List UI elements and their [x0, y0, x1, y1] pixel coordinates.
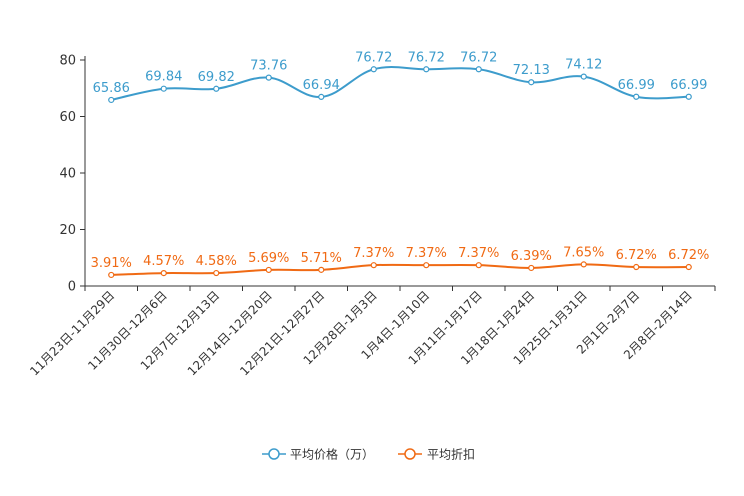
y-tick-label: 20 — [59, 223, 76, 238]
data-point — [423, 66, 430, 73]
data-point — [580, 261, 587, 268]
data-point — [475, 66, 482, 73]
data-label: 66.99 — [618, 78, 655, 93]
data-point — [528, 264, 535, 272]
data-label: 7.37% — [353, 246, 394, 261]
data-point — [633, 263, 640, 271]
data-point — [318, 93, 325, 100]
data-point — [265, 266, 272, 274]
y-tick-label: 40 — [59, 167, 76, 182]
data-label: 7.37% — [406, 246, 447, 261]
data-label: 69.82 — [198, 70, 235, 85]
data-label: 7.37% — [458, 246, 499, 261]
data-label: 73.76 — [250, 59, 287, 74]
data-point — [528, 79, 535, 86]
data-point — [213, 269, 220, 277]
data-point — [265, 74, 272, 81]
data-label: 65.86 — [93, 81, 130, 96]
data-point — [160, 269, 167, 277]
series-1: 65.86 69.84 69.82 73.76 66.94 76.72 76.72 76.72… — [93, 50, 707, 104]
data-label: 4.58% — [196, 254, 237, 269]
data-label: 72.13 — [513, 63, 550, 78]
legend[interactable]: 平均价格（万） 平均折扣 — [262, 447, 475, 462]
data-point — [160, 85, 167, 92]
y-tick-label: 80 — [59, 54, 76, 69]
data-label: 6.72% — [668, 248, 709, 263]
data-point — [685, 93, 692, 100]
data-label: 66.94 — [303, 78, 340, 93]
data-label: 69.84 — [145, 70, 182, 85]
y-tick-labels: 0 20 40 60 80 — [59, 54, 76, 295]
data-label: 6.39% — [511, 249, 552, 264]
series-2: 3.91% 4.57% 4.58% 5.69% 5.71% 7.37% 7.37% 7.37%… — [91, 245, 709, 279]
series-line — [111, 66, 689, 101]
data-point — [370, 66, 377, 73]
data-point — [685, 263, 692, 271]
data-point — [423, 262, 430, 269]
data-point — [370, 262, 377, 269]
y-tick-label: 60 — [59, 110, 76, 125]
data-label: 4.57% — [143, 254, 184, 269]
data-label: 76.72 — [408, 50, 445, 65]
data-label: 5.71% — [301, 251, 342, 266]
y-tick-label: 0 — [68, 280, 76, 295]
data-point — [580, 73, 587, 80]
data-point — [475, 262, 482, 269]
data-label: 76.72 — [460, 50, 497, 65]
data-label: 76.72 — [355, 50, 392, 65]
data-label: 74.12 — [565, 58, 602, 73]
data-label: 5.69% — [248, 251, 289, 266]
data-point — [213, 85, 220, 92]
data-label: 6.72% — [616, 248, 657, 263]
data-point — [108, 271, 115, 279]
data-label: 7.65% — [563, 245, 604, 260]
series-group: 65.86 69.84 69.82 73.76 66.94 76.72 76.72 76.72… — [91, 50, 709, 279]
data-point — [108, 96, 115, 104]
series-line — [111, 263, 689, 276]
legend-label: 平均折扣 — [427, 447, 475, 462]
data-point — [318, 266, 325, 273]
legend-item-1[interactable]: 平均价格（万） — [262, 447, 374, 462]
x-tick-label: 11月23日-11月29日 — [27, 288, 117, 378]
legend-label: 平均价格（万） — [290, 447, 374, 462]
legend-marker-icon — [268, 448, 280, 460]
x-tick-labels: 11月23日-11月29日11月30日-12月6日12月7日-12月13日12月… — [27, 288, 695, 378]
data-point — [633, 93, 640, 100]
axes — [80, 56, 716, 291]
legend-marker-icon — [404, 448, 416, 460]
data-label: 3.91% — [91, 256, 132, 271]
legend-item-2[interactable]: 平均折扣 — [398, 447, 475, 462]
data-label: 66.99 — [670, 78, 707, 93]
